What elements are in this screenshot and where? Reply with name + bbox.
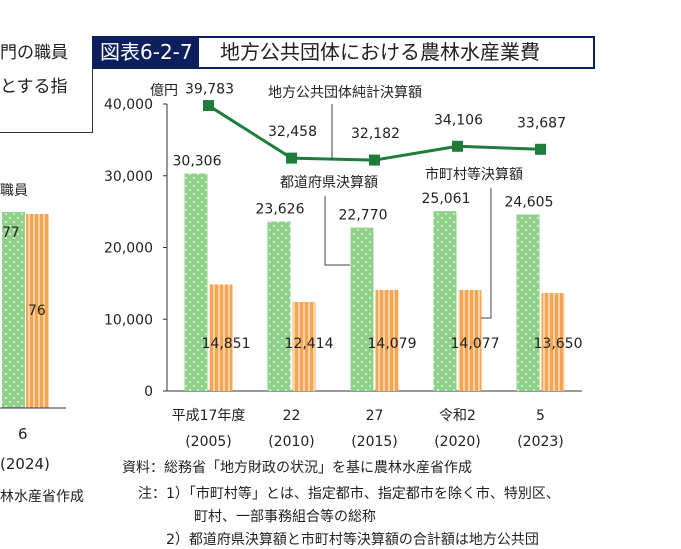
bar-prefecture <box>267 221 291 391</box>
total-marker <box>535 143 546 155</box>
x-tick-label: 22 <box>283 408 301 424</box>
left-fragment-bars <box>0 212 66 409</box>
y-tick-label: 10,000 <box>104 312 153 328</box>
total-value-label: 33,687 <box>517 115 566 131</box>
left-fragment-val-green: 77 <box>2 225 20 241</box>
total-value-label: 32,458 <box>268 124 317 140</box>
y-tick-label: 30,000 <box>104 169 153 185</box>
leader-line-municipal <box>481 188 492 319</box>
series-label-prefecture: 都道府県決算額 <box>280 175 378 191</box>
y-tick-label: 20,000 <box>104 241 153 257</box>
bar-municipal-label: 12,414 <box>285 336 334 352</box>
bar-prefecture-label: 30,306 <box>173 154 222 170</box>
total-marker <box>369 154 380 166</box>
note-1a: 注：1）「市町村等」とは、指定都市、指定都市を除く市、特別区、 <box>138 486 560 502</box>
bar-prefecture-label: 25,061 <box>422 191 471 207</box>
left-fragment-box <box>0 68 93 133</box>
x-tick-label: 令和2 <box>439 408 476 424</box>
bar-prefecture <box>433 211 457 391</box>
series-label-total: 地方公共団体純計決算額 <box>268 85 422 101</box>
note-1b: 町村、一部事務組合等の総称 <box>194 509 376 525</box>
bar-municipal <box>458 289 482 391</box>
left-fragment-x-sub: (2024) <box>0 455 50 473</box>
bar-municipal-label: 14,851 <box>202 336 251 352</box>
total-value-label: 39,783 <box>185 82 234 98</box>
bar-municipal <box>541 293 565 391</box>
figure-number: 図表6-2-7 <box>94 38 199 67</box>
figure-header: 図表6-2-7 地方公共団体における農林水産業費 <box>92 36 595 69</box>
bar-prefecture-label: 22,770 <box>339 208 388 224</box>
bar-prefecture <box>350 227 374 391</box>
total-marker <box>286 152 297 164</box>
left-fragment-source: 林水産省作成 <box>0 489 84 505</box>
bar-municipal <box>209 284 233 391</box>
left-fragment-line1: 門の職員 <box>0 43 68 63</box>
y-tick-label: 0 <box>144 384 153 400</box>
x-tick-sub-label: (2020) <box>434 434 481 450</box>
left-fragment-line2: とする指 <box>0 77 68 97</box>
bar-prefecture <box>184 173 208 391</box>
total-marker <box>203 100 214 112</box>
total-marker <box>452 140 463 152</box>
left-fragment-green-bar <box>2 212 25 408</box>
left-fragment-legend: 職員 <box>0 183 28 199</box>
bar-prefecture-label: 23,626 <box>256 201 305 217</box>
x-tick-sub-label: (2023) <box>517 434 564 450</box>
x-tick-label: 5 <box>536 408 545 424</box>
figure-title: 地方公共団体における農林水産業費 <box>220 40 540 64</box>
bar-prefecture-label: 24,605 <box>505 194 554 210</box>
x-tick-label: 平成17年度 <box>172 408 246 424</box>
left-fragment-x-label: 6 <box>18 425 28 443</box>
y-unit-label: 億円 <box>150 83 178 99</box>
source-note: 資料：総務省「地方財政の状況」を基に農林水産省作成 <box>122 460 472 476</box>
x-tick-sub-label: (2010) <box>268 434 315 450</box>
note-2: 2）都道府県決算額と市町村等決算額の合計額は地方公共団 <box>166 532 539 548</box>
bar-prefecture <box>516 214 540 391</box>
bar-municipal <box>375 289 399 391</box>
x-tick-sub-label: (2005) <box>185 434 232 450</box>
y-tick-label: 40,000 <box>104 97 153 113</box>
x-tick-sub-label: (2015) <box>351 434 398 450</box>
total-value-label: 32,182 <box>351 126 400 142</box>
bar-municipal <box>292 301 316 391</box>
bar-municipal-label: 13,650 <box>534 336 583 352</box>
leader-line-prefecture <box>324 196 350 266</box>
total-value-label: 34,106 <box>434 112 483 128</box>
left-fragment-orange-bar <box>26 214 49 408</box>
left-fragment-val-orange: 76 <box>28 303 46 319</box>
series-label-municipal: 市町村等決算額 <box>425 166 523 183</box>
x-tick-label: 27 <box>366 408 384 424</box>
bar-municipal-label: 14,079 <box>368 336 417 352</box>
bar-municipal-label: 14,077 <box>451 336 500 352</box>
